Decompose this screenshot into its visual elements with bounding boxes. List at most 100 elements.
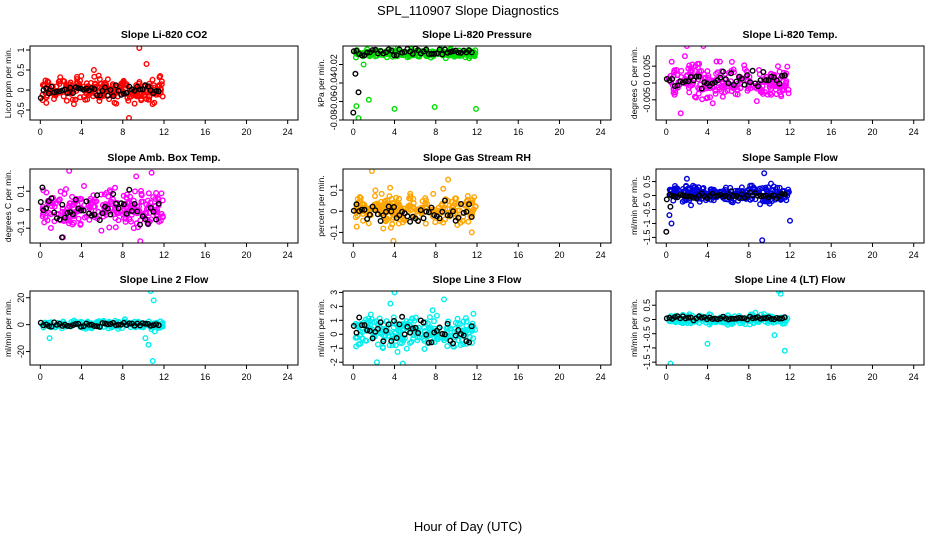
data-point: [374, 341, 381, 348]
data-point: [672, 185, 679, 192]
data-point: [423, 46, 430, 53]
data-point: [350, 323, 357, 330]
y-tick-label: 0: [16, 322, 26, 327]
data-point: [159, 213, 166, 220]
data-point: [125, 97, 132, 104]
data-point: [133, 220, 140, 227]
data-point: [99, 320, 106, 327]
data-point: [136, 86, 143, 93]
data-point: [415, 330, 422, 337]
data-point: [155, 88, 162, 95]
y-tick-label: -1: [642, 344, 652, 352]
x-tick-label: 24: [596, 127, 606, 137]
data-point: [469, 320, 476, 327]
y-tick-label: 1: [329, 318, 339, 323]
x-tick-label: 20: [241, 250, 251, 260]
data-point: [401, 331, 408, 338]
data-point: [57, 188, 64, 195]
data-point: [136, 221, 143, 228]
data-point: [685, 78, 692, 85]
x-tick-label: 4: [392, 372, 397, 382]
data-point: [770, 183, 777, 190]
data-point: [682, 78, 689, 85]
data-point: [428, 339, 435, 346]
data-point: [118, 91, 125, 98]
data-point: [158, 190, 165, 197]
data-point: [115, 87, 122, 94]
data-point: [678, 67, 685, 74]
data-point: [398, 205, 405, 212]
data-point: [155, 322, 162, 329]
data-point: [420, 215, 427, 222]
y-tick-label: -2: [329, 358, 339, 366]
data-point: [725, 193, 732, 200]
x-tick-label: 16: [513, 127, 523, 137]
data-point: [761, 198, 768, 205]
data-point: [444, 320, 451, 327]
data-points: [663, 291, 791, 365]
data-point: [757, 315, 764, 322]
data-point: [138, 95, 145, 102]
data-point: [391, 291, 398, 296]
data-point: [150, 297, 157, 304]
data-point: [69, 202, 76, 209]
data-point: [686, 185, 693, 192]
x-tick-label: 12: [785, 372, 795, 382]
y-axis-label: ml/min per min.: [629, 299, 639, 357]
data-point: [380, 225, 387, 232]
y-tick-label: -0.1: [329, 225, 339, 241]
data-point: [96, 92, 103, 99]
data-point: [754, 192, 761, 199]
data-point: [87, 195, 94, 202]
x-tick-label: 20: [554, 372, 564, 382]
data-point: [763, 77, 770, 84]
data-point: [468, 49, 475, 56]
data-point: [67, 84, 74, 91]
x-tick-label: 24: [596, 250, 606, 260]
data-point: [126, 115, 132, 120]
data-point: [444, 343, 451, 350]
data-point: [728, 315, 735, 322]
y-tick-label: 3: [329, 290, 339, 295]
data-point: [738, 184, 745, 191]
data-point: [722, 76, 729, 83]
data-point: [722, 88, 729, 95]
data-point: [356, 314, 363, 321]
data-point: [142, 216, 149, 223]
data-point: [408, 338, 415, 345]
data-point: [393, 335, 400, 342]
data-point: [51, 203, 58, 210]
data-point: [696, 60, 703, 67]
data-point: [380, 338, 387, 345]
data-point: [361, 206, 368, 213]
data-point: [427, 326, 434, 333]
data-point: [671, 193, 678, 200]
panel-title: Slope Line 3 Flow: [433, 274, 523, 286]
data-point: [709, 316, 716, 323]
data-point: [46, 335, 53, 342]
data-points: [37, 169, 166, 243]
x-tick-label: 24: [283, 250, 293, 260]
data-point: [695, 84, 702, 91]
data-point: [720, 193, 727, 200]
data-point: [450, 208, 457, 215]
data-point: [37, 94, 44, 101]
data-point: [452, 214, 459, 221]
data-point: [369, 335, 376, 342]
data-point: [419, 198, 426, 205]
y-tick-label: -0.5: [642, 202, 652, 218]
data-point: [350, 207, 357, 214]
data-point: [404, 213, 411, 220]
data-point: [705, 74, 712, 81]
data-point: [663, 228, 670, 235]
data-point: [123, 210, 130, 217]
data-point: [668, 58, 675, 65]
data-point: [144, 197, 151, 204]
data-point: [471, 194, 478, 201]
data-point: [725, 80, 732, 87]
data-point: [48, 323, 55, 330]
y-tick-label: -0.5: [642, 326, 652, 342]
x-tick-label: 12: [159, 372, 169, 382]
